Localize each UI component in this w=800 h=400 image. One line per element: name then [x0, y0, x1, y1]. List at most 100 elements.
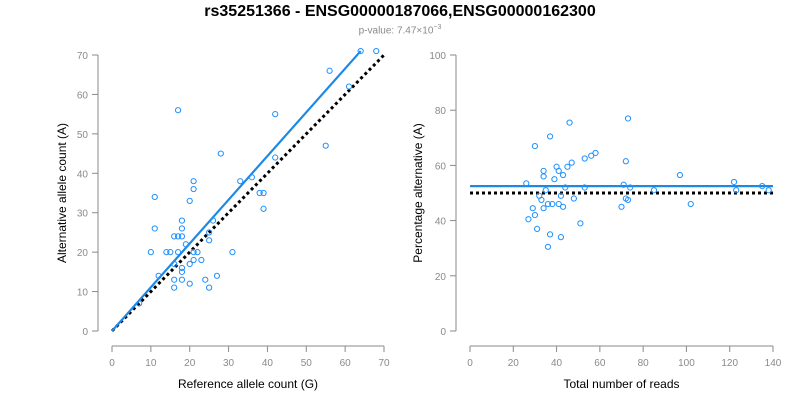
right-data-point: [538, 196, 545, 203]
right-data-point: [540, 205, 547, 212]
left-data-point: [260, 189, 267, 197]
right-data-point: [559, 171, 567, 179]
left-data-point: [186, 280, 193, 287]
left-data-point: [171, 284, 178, 291]
left-data-point: [237, 178, 244, 185]
left-data-point: [272, 154, 279, 161]
right-y-tick-label: 60: [435, 161, 447, 172]
right-data-point: [733, 187, 740, 194]
left-x-tick-label: 20: [184, 358, 196, 369]
left-y-tick-label: 40: [77, 169, 89, 180]
left-data-point: [373, 47, 380, 55]
left-data-point: [163, 249, 170, 256]
left-data-point: [357, 47, 364, 55]
left-data-point: [186, 260, 193, 268]
right-y-tick-label: 20: [435, 272, 447, 283]
right-data-point: [544, 200, 552, 208]
right-data-point: [577, 220, 584, 227]
right-data-point: [622, 158, 629, 165]
right-x-tick-label: 120: [721, 358, 738, 369]
left-data-point: [272, 111, 279, 118]
left-y-tick-label: 50: [77, 130, 89, 141]
left-data-point: [171, 260, 178, 268]
chart-subtitle: p-value: 7.47×10−3: [0, 24, 800, 36]
left-y-axis-label: Alternative allele count (A): [55, 123, 69, 263]
left-x-tick-label: 40: [262, 358, 274, 369]
right-data-point: [581, 184, 588, 191]
right-data-point: [555, 200, 562, 208]
left-x-tick-label: 10: [145, 358, 157, 369]
right-data-point: [557, 234, 565, 241]
right-x-tick-label: 20: [508, 358, 520, 369]
right-data-point: [531, 142, 539, 150]
left-data-point: [202, 276, 209, 283]
left-data-point: [206, 284, 213, 291]
left-y-tick-label: 60: [77, 90, 89, 101]
right-data-point: [588, 152, 595, 159]
right-data-point: [624, 115, 632, 122]
right-data-point: [523, 180, 530, 187]
right-data-point: [566, 119, 573, 126]
left-data-point: [190, 185, 197, 193]
right-data-point: [549, 200, 556, 208]
right-data-point: [581, 155, 588, 162]
left-x-tick-label: 50: [301, 358, 313, 369]
left-data-point: [260, 205, 267, 212]
left-data-point: [178, 217, 186, 224]
right-data-point: [620, 181, 627, 188]
right-data-point: [546, 133, 554, 140]
left-data-point: [190, 178, 197, 185]
right-x-tick-label: 40: [551, 358, 563, 369]
right-data-point: [564, 163, 571, 170]
right-data-point: [562, 184, 569, 191]
right-data-point: [592, 149, 599, 157]
right-data-point: [627, 184, 634, 191]
left-data-point: [182, 241, 189, 248]
right-data-point: [618, 203, 625, 210]
right-data-point: [570, 195, 577, 202]
left-data-point: [178, 268, 186, 275]
right-data-point: [730, 178, 738, 186]
left-reference-line: [110, 53, 386, 333]
right-data-point: [650, 187, 658, 194]
left-data-point: [136, 300, 143, 307]
left-data-point: [206, 229, 213, 236]
left-data-point: [322, 142, 329, 149]
left-data-point: [209, 217, 217, 224]
left-data-point: [178, 225, 186, 232]
right-data-point: [559, 203, 567, 210]
left-y-tick-label: 10: [77, 288, 89, 299]
left-data-point: [178, 264, 186, 272]
left-data-point: [174, 107, 182, 114]
right-data-point: [542, 187, 549, 194]
left-data-point: [171, 233, 178, 240]
right-data-point: [551, 176, 558, 183]
right-x-tick-label: 140: [765, 358, 782, 369]
right-data-point: [525, 216, 532, 223]
right-data-point: [765, 187, 772, 194]
left-y-tick-label: 70: [77, 51, 89, 62]
left-data-point: [326, 67, 333, 74]
p-value-text: p-value: 7.47×10: [358, 25, 434, 37]
left-x-tick-label: 0: [109, 358, 115, 369]
right-data-point: [555, 167, 562, 175]
right-data-point: [676, 171, 684, 179]
right-data-point: [568, 159, 575, 166]
left-data-point: [190, 249, 197, 256]
left-data-point: [167, 249, 174, 256]
right-x-tick-label: 60: [594, 358, 606, 369]
left-data-point: [248, 174, 255, 181]
left-x-tick-label: 30: [223, 358, 235, 369]
left-y-tick-label: 0: [82, 327, 88, 338]
right-data-point: [533, 225, 541, 232]
left-data-point: [178, 276, 186, 283]
left-x-tick-label: 60: [340, 358, 352, 369]
right-data-point: [546, 231, 554, 238]
right-data-point: [540, 173, 547, 180]
right-y-tick-label: 80: [435, 106, 447, 117]
left-x-axis-label: Reference allele count (G): [178, 377, 318, 391]
left-data-point: [174, 233, 182, 240]
left-data-point: [174, 249, 182, 256]
left-data-point: [345, 83, 353, 90]
